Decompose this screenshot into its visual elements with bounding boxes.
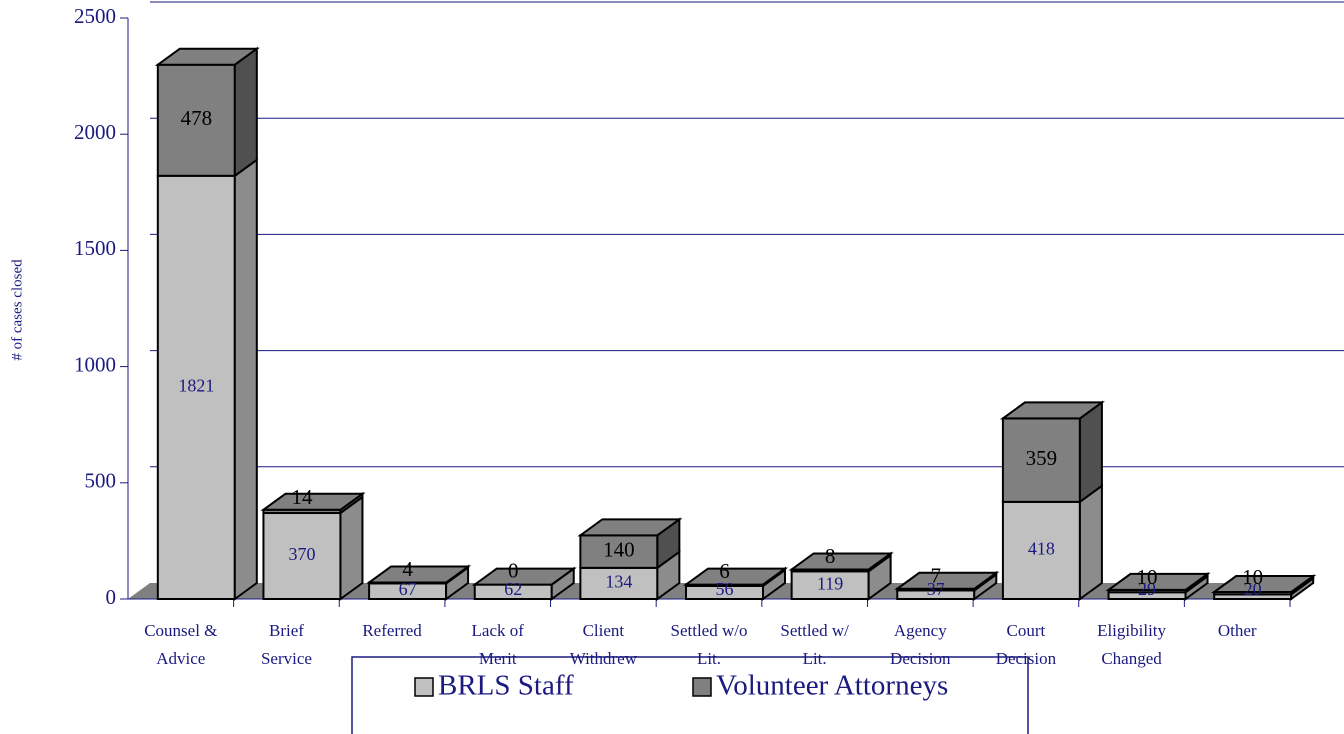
data-label: 56 xyxy=(716,579,734,599)
bar-segment xyxy=(1001,417,1081,503)
data-label: 359 xyxy=(1026,446,1058,470)
data-label: 7 xyxy=(931,563,942,587)
legend-box xyxy=(351,656,1029,734)
x-tick-label: Service xyxy=(261,649,312,668)
x-tick-label: Withdrew xyxy=(570,649,638,668)
x-tick-label: Merit xyxy=(479,649,517,668)
data-label: 20 xyxy=(1244,579,1262,599)
bar-top xyxy=(682,567,789,586)
data-label: 478 xyxy=(181,106,213,130)
x-tick-label: Changed xyxy=(1101,649,1162,668)
bar-segment xyxy=(1001,500,1081,601)
bar-side xyxy=(233,46,258,178)
data-label: 10 xyxy=(1137,565,1158,589)
x-tick-label: Counsel & xyxy=(144,621,217,640)
data-label: 29 xyxy=(1138,579,1156,599)
x-tick-label: Other xyxy=(1218,621,1257,640)
data-label: 140 xyxy=(603,537,635,561)
x-tick-label: Agency xyxy=(894,621,947,640)
legend-swatch xyxy=(692,677,712,697)
bar-top xyxy=(577,518,683,537)
x-tick-label: Court xyxy=(1007,621,1046,640)
x-tick-label: Brief xyxy=(269,621,304,640)
bar-top xyxy=(999,401,1105,420)
bar-top xyxy=(1105,572,1211,591)
x-tick-label: Lit. xyxy=(803,649,827,668)
x-tick-label: Settled w/o xyxy=(671,621,748,640)
x-tick-label: Eligibility xyxy=(1097,621,1166,640)
bar-segment xyxy=(579,566,659,600)
bar-top xyxy=(1211,575,1317,594)
bar-top xyxy=(260,492,366,511)
bar-top xyxy=(788,552,894,571)
y-tick-label: 2500 xyxy=(74,4,116,28)
bar-top xyxy=(894,571,1000,590)
data-label: 4 xyxy=(402,557,413,581)
y-tick-label: 2000 xyxy=(74,120,116,144)
legend-label: Volunteer Attorneys xyxy=(716,670,948,702)
bar-side xyxy=(339,495,364,601)
data-label: 370 xyxy=(288,544,315,564)
legend-label: BRLS Staff xyxy=(438,670,574,702)
data-label: 134 xyxy=(605,572,632,592)
data-label: 418 xyxy=(1028,539,1055,559)
bar-top xyxy=(154,47,260,66)
y-axis-label: # of cases closed xyxy=(9,259,25,361)
x-tick-label: Referred xyxy=(362,621,422,640)
data-label: 119 xyxy=(817,573,843,593)
data-label: 8 xyxy=(825,544,836,568)
x-tick-label: Lack of xyxy=(472,621,525,640)
y-tick-label: 1500 xyxy=(74,236,116,260)
x-tick-label: Advice xyxy=(156,649,205,668)
y-tick-label: 0 xyxy=(106,585,117,609)
bar-side xyxy=(1078,400,1103,504)
x-tick-label: Decision xyxy=(996,649,1057,668)
x-tick-label: Client xyxy=(583,621,625,640)
bar-segment xyxy=(579,534,659,569)
data-label: 10 xyxy=(1242,565,1263,589)
data-label: 6 xyxy=(719,559,730,583)
x-tick-label: Decision xyxy=(890,649,951,668)
bar-side xyxy=(1078,483,1103,601)
data-label: 1821 xyxy=(178,376,214,396)
bar-top xyxy=(471,567,577,586)
x-tick-label: Settled w/ xyxy=(780,621,849,640)
data-label: 0 xyxy=(508,558,519,582)
x-tick-label: Lit. xyxy=(697,649,721,668)
data-label: 62 xyxy=(504,579,522,599)
y-tick-label: 1000 xyxy=(74,352,116,376)
legend-swatch xyxy=(414,677,434,697)
y-tick-label: 500 xyxy=(85,469,117,493)
data-label: 37 xyxy=(927,579,945,599)
data-label: 14 xyxy=(291,485,313,509)
data-label: 67 xyxy=(399,579,417,599)
bar-top xyxy=(366,565,472,584)
bar-side xyxy=(233,157,258,601)
